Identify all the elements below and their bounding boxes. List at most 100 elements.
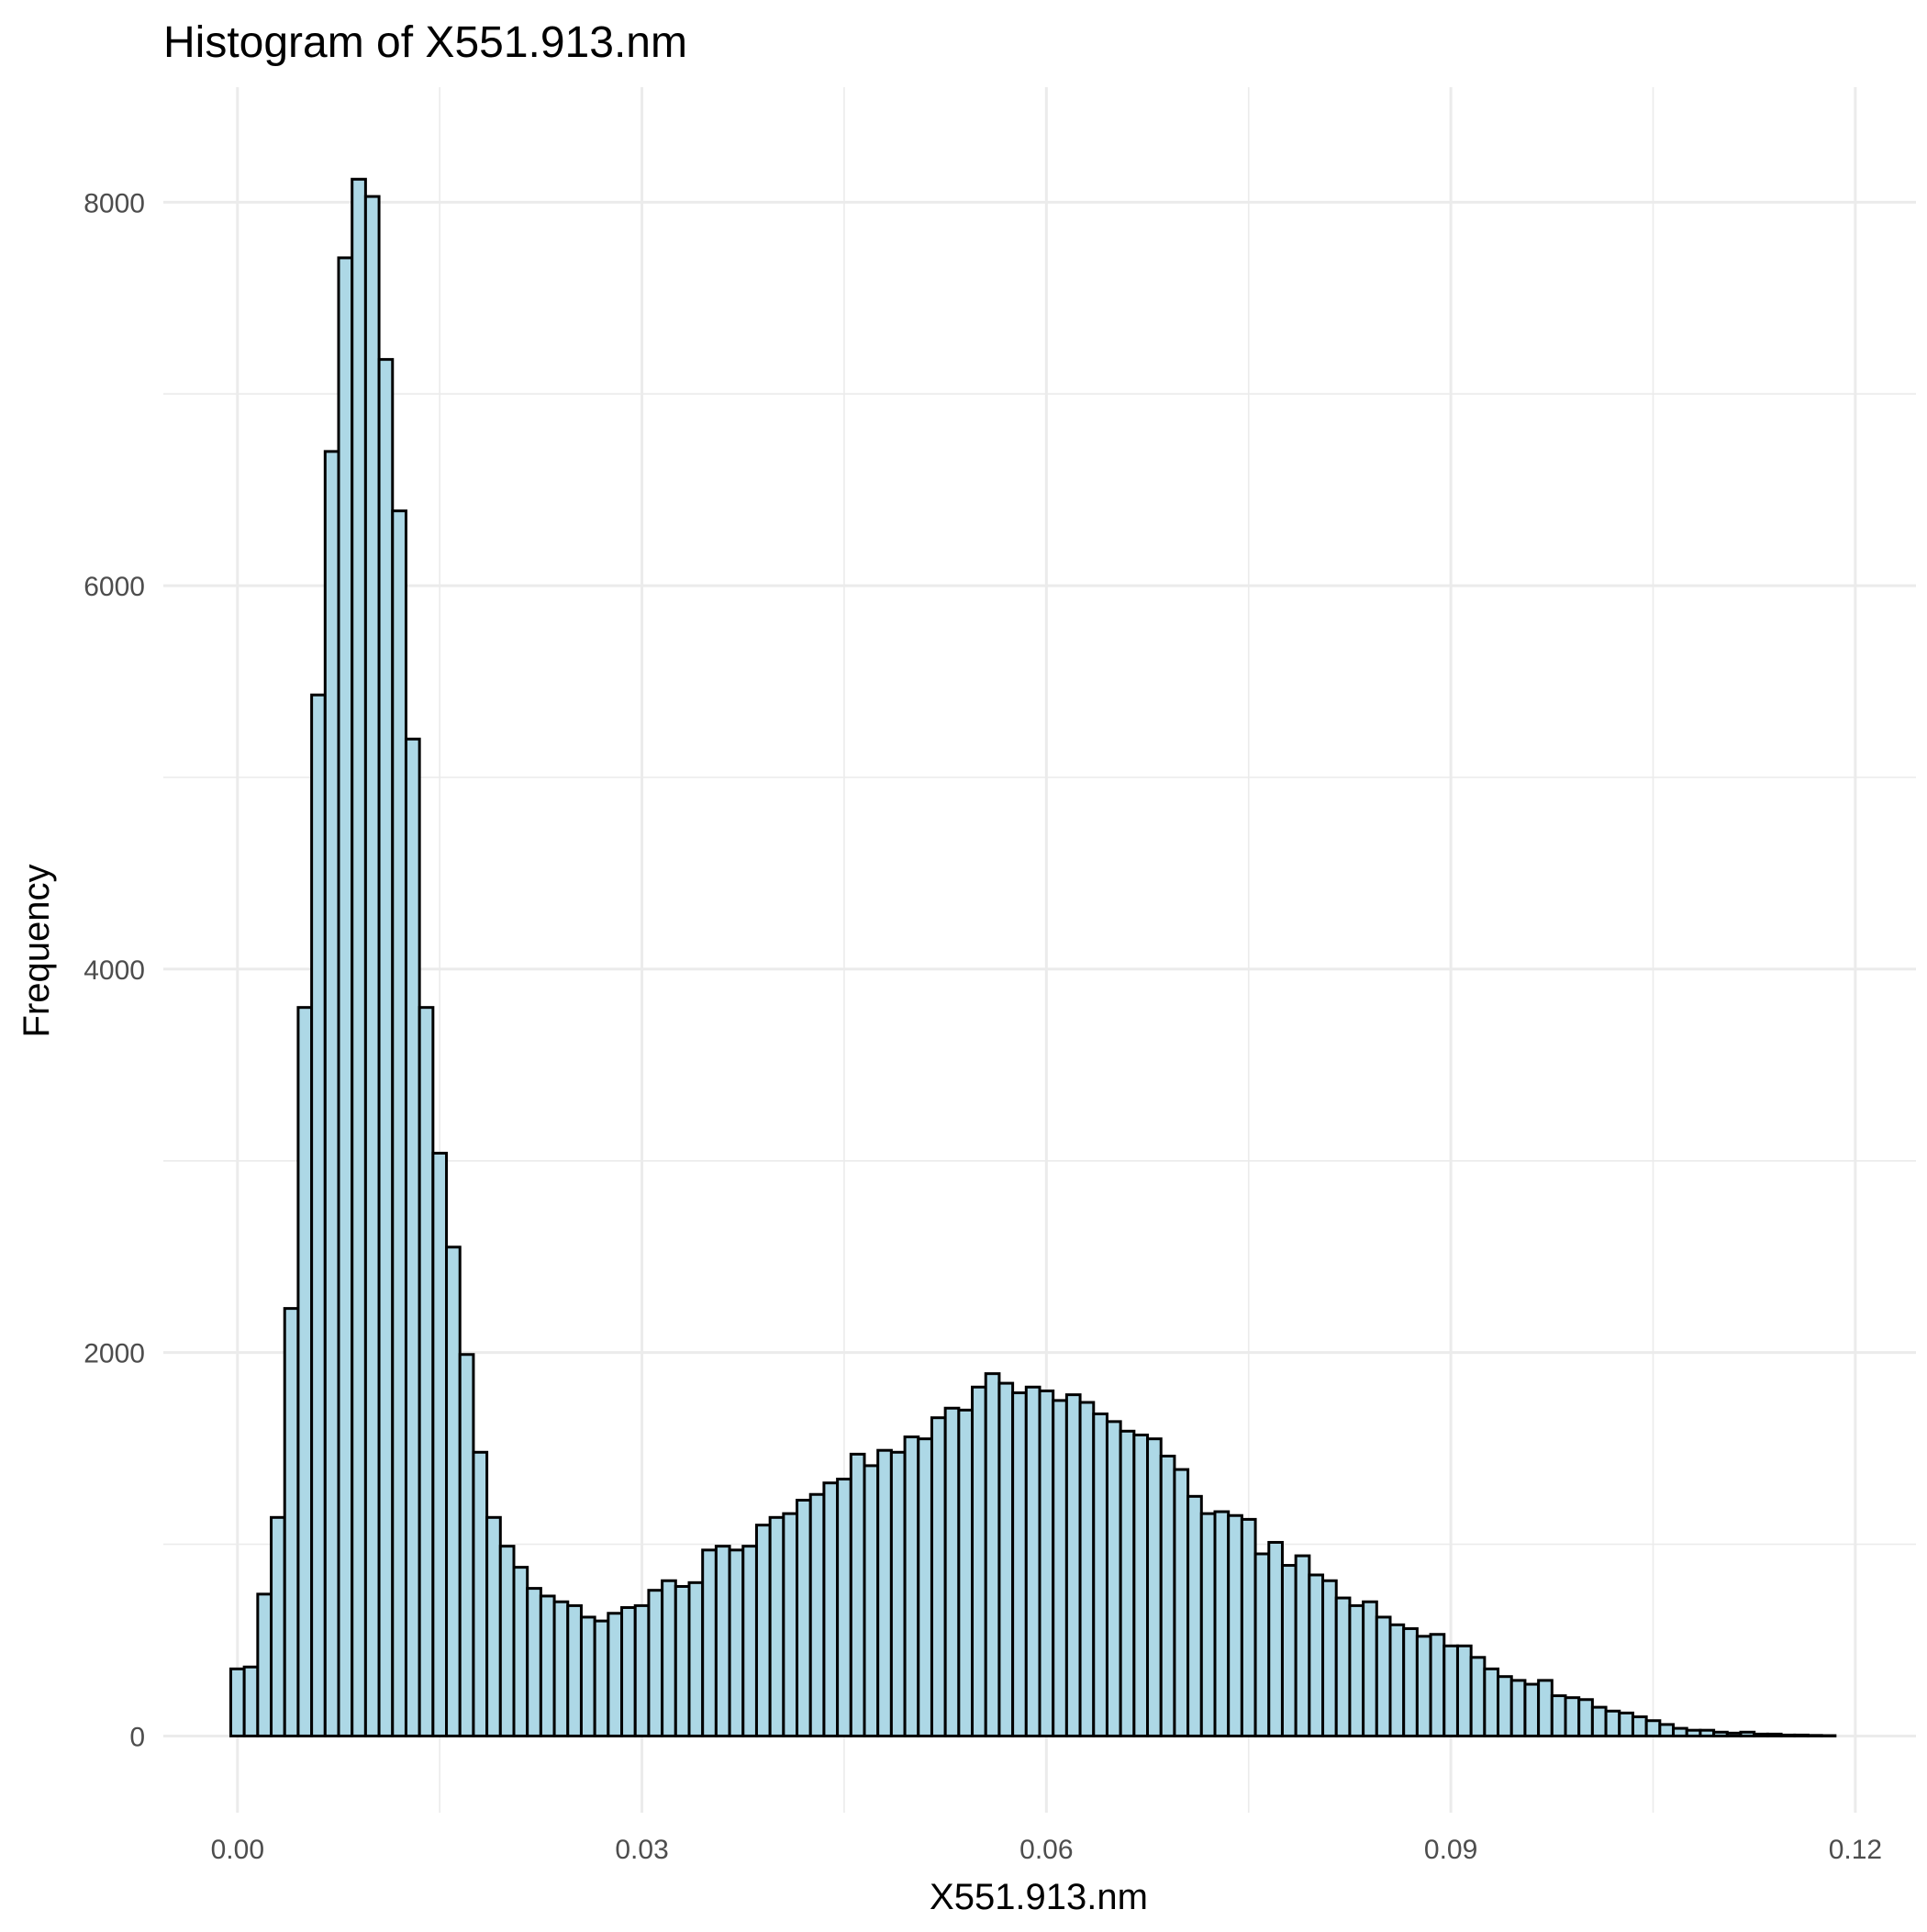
histogram-bar [864,1466,878,1737]
histogram-bar [1660,1725,1674,1737]
histogram-bar [931,1418,945,1737]
histogram-bar [487,1517,501,1736]
histogram-bar [1148,1439,1162,1737]
histogram-bar [622,1607,636,1736]
histogram-bar [379,360,393,1737]
histogram-bar [824,1483,838,1737]
histogram-bar [1539,1681,1553,1737]
histogram-bar [1632,1717,1646,1737]
histogram-bar [1431,1635,1444,1737]
histogram-bar [878,1450,892,1736]
histogram-bar [1795,1735,1809,1736]
histogram-bar [365,196,379,1736]
x-tick-label: 0.09 [1424,1835,1477,1865]
y-axis-ticks: 0 2000 4000 6000 8000 [84,188,145,1752]
histogram-bar [406,739,419,1736]
histogram-bar [1457,1646,1471,1736]
histogram-bar [1094,1414,1108,1737]
histogram-bar [298,1008,312,1737]
histogram-bar [433,1153,447,1736]
histogram-bar [1188,1496,1202,1736]
histogram-bar [1687,1730,1700,1736]
histogram-bar [635,1605,649,1736]
histogram-bar [1620,1713,1633,1736]
histogram-bar [339,258,352,1737]
histogram-bar [1579,1700,1593,1737]
histogram-bar [1336,1598,1350,1736]
histogram-bar [1511,1681,1525,1737]
histogram-bar [1026,1387,1040,1736]
histogram-bar [1727,1733,1741,1736]
histogram-bar [312,695,326,1736]
y-tick-label: 2000 [84,1339,145,1369]
histogram-bar [770,1517,784,1736]
histogram-bar [352,179,366,1736]
histogram-bar [1269,1542,1283,1736]
histogram-bar [554,1602,568,1736]
histogram-bar [540,1596,554,1736]
histogram-bar [1255,1554,1269,1736]
histogram-bar [973,1387,986,1736]
histogram-bar [1767,1734,1781,1736]
histogram-bar [1471,1658,1485,1737]
histogram-bar [1040,1390,1053,1736]
histogram-bar [1754,1734,1768,1736]
histogram-bar [528,1589,541,1737]
histogram-bar [447,1247,461,1737]
histogram-bar [945,1408,959,1736]
histogram-bar [675,1587,689,1737]
histogram-bar [703,1550,717,1737]
histogram-bar [1525,1684,1539,1736]
histogram-bar [905,1437,919,1737]
histogram-bar [1565,1698,1579,1737]
histogram-bar [1134,1435,1148,1736]
histogram-bar [608,1614,622,1737]
histogram-bar [230,1669,244,1736]
histogram-bar [1808,1736,1821,1737]
histogram-bar [810,1494,824,1736]
histogram-bar [1485,1669,1498,1736]
x-tick-label: 0.12 [1829,1835,1882,1865]
histogram-bar [1606,1711,1620,1736]
histogram-bar [460,1355,473,1737]
histogram-bar [784,1513,797,1736]
histogram-bar [1592,1707,1606,1736]
histogram-bar [891,1452,905,1736]
histogram-bar [1053,1401,1067,1737]
y-tick-label: 4000 [84,955,145,986]
histogram-bar [1120,1431,1134,1736]
y-tick-label: 6000 [84,572,145,602]
y-tick-label: 0 [129,1722,145,1752]
histogram-bar [838,1480,852,1737]
histogram-bar [1404,1628,1418,1736]
histogram-bar [1215,1512,1229,1736]
histogram-bar [258,1594,272,1737]
histogram-bar [716,1547,730,1737]
histogram-bar [1242,1519,1255,1736]
histogram-bar [1417,1636,1431,1737]
histogram-bar [581,1617,595,1737]
histogram-bar [1066,1395,1080,1737]
histogram-bar [1781,1735,1795,1736]
histogram-bar [1013,1393,1027,1737]
histogram-bar [689,1582,703,1736]
histogram-bar [1201,1513,1215,1736]
histogram-bar [325,452,339,1737]
histogram-bar [1080,1402,1094,1736]
histogram-bar [568,1605,582,1736]
histogram-bar [1444,1646,1458,1736]
y-tick-label: 8000 [84,188,145,218]
histogram-bar [272,1517,285,1736]
histogram-bar [1552,1696,1565,1737]
histogram-bar [244,1667,258,1736]
histogram-bar [1674,1728,1688,1736]
histogram-bar [743,1547,757,1737]
histogram-bar [730,1550,743,1737]
histogram-bar [500,1547,514,1737]
histogram-bar [1741,1732,1754,1736]
histogram-bar [1376,1617,1390,1737]
histogram-bar [959,1410,973,1736]
histogram-bar [473,1452,487,1736]
